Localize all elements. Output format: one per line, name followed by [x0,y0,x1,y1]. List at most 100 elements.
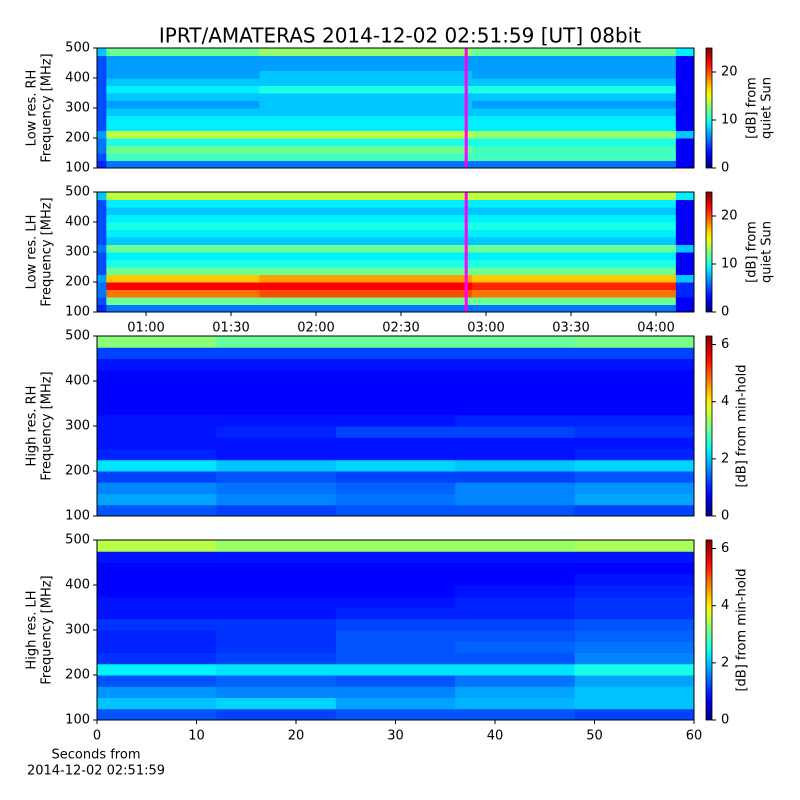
heat-cell [259,145,473,154]
heat-cell [455,686,576,698]
y-tick-label: 500 [65,533,90,548]
heat-cell [97,93,107,101]
heat-cell [106,100,260,109]
heat-cell [471,70,677,79]
heat-cell [97,403,217,416]
heat-cell [455,585,576,597]
heat-cell [335,573,456,586]
heat-cell [97,675,217,687]
heat-cell [106,297,260,305]
heat-cell [259,297,473,305]
heat-cell [675,282,695,290]
heat-cell [259,70,473,79]
heat-cell [216,618,337,631]
heat-cell [97,426,217,438]
colorbar-tick-label: 0 [721,161,729,176]
colorbar-tick-label: 6 [721,337,729,352]
colorbar-label: [dB] from [745,221,760,283]
x-tick-label: 0 [93,729,101,744]
heat-cell [471,229,677,238]
heat-cell [97,123,107,131]
heat-cell [97,437,217,449]
heat-cell [455,459,576,472]
heat-cell [97,214,107,223]
heat-cell [574,697,695,710]
heat-cell [97,259,107,268]
x-tick-label: 20 [288,729,305,744]
heat-cell [259,274,473,283]
heat-cell [471,138,677,146]
heat-cell [259,93,473,101]
heat-cell [259,229,473,238]
heat-cell [97,697,217,710]
heat-cell [97,618,217,631]
heat-cell [106,160,260,169]
heat-cell [216,336,337,348]
heat-cell [335,708,456,721]
heat-cell [455,347,576,359]
heat-cell [574,504,695,517]
heat-cell [455,663,576,676]
heat-cell [574,471,695,483]
heat-cell [675,100,695,109]
heat-cell [574,392,695,404]
colorbar [705,335,713,517]
heat-cell [675,267,695,275]
heat-cell [106,138,260,146]
heat-cell [675,145,695,154]
heat-cell [97,199,107,208]
x-tick-label: 04:00 [637,321,674,336]
heat-cell [574,426,695,438]
heat-cell [216,358,337,371]
heat-cell [259,153,473,161]
heat-cell [106,222,260,230]
heat-cell [97,252,107,260]
heat-cell [471,304,677,313]
heat-cell [216,392,337,404]
heat-cell [97,392,217,404]
heat-cell [97,130,107,139]
heat-cell [97,596,217,608]
heat-cell [259,108,473,116]
colorbar [705,191,713,313]
heat-cell [455,708,576,721]
heat-cell [216,573,337,586]
heat-cell [335,596,456,608]
heat-cell [97,540,217,552]
heat-cell [574,336,695,348]
heat-cell [455,641,576,653]
y-tick-label: 400 [65,578,90,593]
heat-cell [574,630,695,642]
heat-cell [259,304,473,313]
heat-cell [259,130,473,139]
heat-cell [216,369,337,382]
y-tick-label: 100 [65,305,90,320]
heat-cell [471,48,677,56]
heat-cell [455,471,576,483]
heat-cell [471,259,677,268]
heat-cell [259,259,473,268]
heat-cell [335,697,456,710]
heat-cell [106,214,260,223]
heat-cell [455,573,576,586]
heat-cell [97,369,217,382]
heat-cell [216,414,337,427]
x-tick-label: 10 [188,729,205,744]
heat-cell [675,259,695,268]
x-tick-label: 60 [686,729,703,744]
x-tick-label: 01:00 [127,321,164,336]
heat-cell [574,607,695,620]
y-tick-label: 200 [65,464,90,479]
heat-cell [335,652,456,665]
heat-cell [97,108,107,116]
x-axis-label: Seconds from [51,748,140,763]
heat-cell [471,100,677,109]
heat-cell [675,138,695,146]
heat-cell [259,267,473,275]
heat-cell [455,607,576,620]
heat-cell [106,48,260,56]
heat-cell [455,551,576,563]
colorbar-tick-label: 4 [721,598,729,613]
heat-cell [97,336,217,348]
